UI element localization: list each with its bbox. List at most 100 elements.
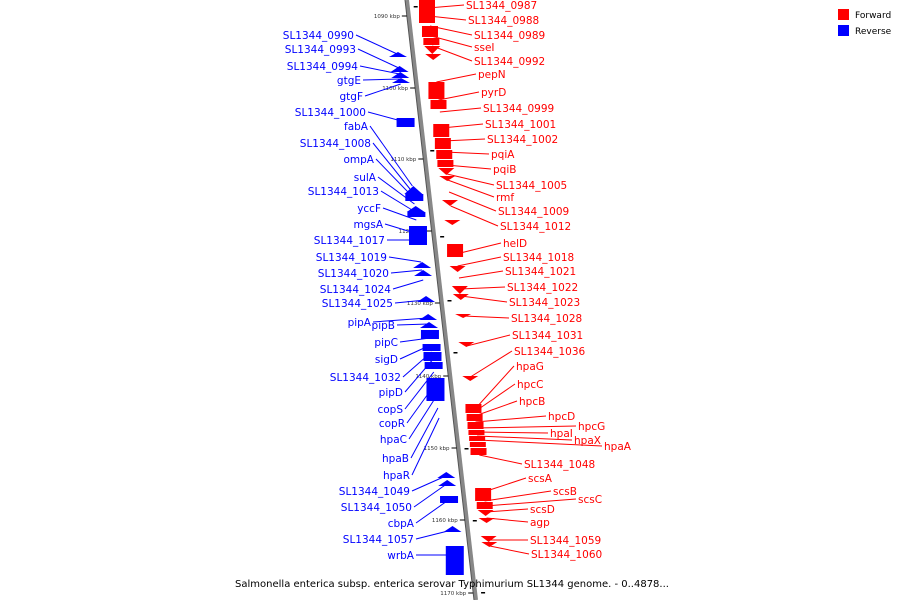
gene-label-pipb: pipB (372, 320, 395, 332)
reverse-leader (392, 279, 424, 290)
reverse-leader (415, 499, 449, 524)
forward-feature (449, 266, 466, 272)
genome-caption: Salmonella enterica subsp. enterica sero… (235, 579, 669, 590)
gene-label-pqia: pqiA (491, 149, 515, 161)
position-marker (413, 6, 418, 8)
forward-leader (463, 315, 510, 319)
gene-label-scsd: scsD (530, 504, 555, 516)
forward-leader (485, 508, 529, 513)
gene-label-hpar: hpaR (383, 470, 410, 482)
gene-label-sl1344-0989: SL1344_0989 (474, 30, 545, 42)
forward-leader (466, 334, 511, 347)
forward-leader (477, 435, 573, 441)
reverse-feature (390, 66, 409, 72)
gene-label-agp: agp (530, 517, 550, 529)
gene-label-sl1344-1002: SL1344_1002 (487, 134, 558, 146)
position-marker (447, 300, 452, 302)
forward-feature (466, 414, 483, 421)
reverse-feature (417, 296, 436, 302)
gene-label-hpcc: hpcC (517, 379, 543, 391)
forward-feature (421, 26, 438, 37)
kbp-label: 1130 kbp (407, 301, 433, 307)
legend-reverse-swatch (838, 25, 849, 36)
reverse-leader (413, 483, 447, 508)
gene-label-sl1344-1019: SL1344_1019 (316, 252, 387, 264)
gene-label-sl1344-0999: SL1344_0999 (483, 103, 554, 115)
reverse-leader (359, 65, 400, 75)
reverse-feature (391, 72, 410, 78)
position-marker (472, 520, 477, 522)
gene-label-sl1344-1018: SL1344_1018 (503, 252, 574, 264)
reverse-leader (357, 48, 400, 69)
forward-leader (446, 173, 495, 186)
gene-label-pepn: pepN (478, 69, 506, 81)
legend-forward-label: Forward (855, 11, 891, 21)
reverse-feature (407, 212, 426, 217)
kbp-label: 1160 kbp (432, 518, 458, 524)
position-marker (430, 150, 435, 152)
gene-label-sl1344-0994: SL1344_0994 (287, 61, 359, 73)
reverse-feature (419, 314, 438, 320)
gene-label-hpac: hpaC (380, 434, 407, 446)
gene-label-sl1344-1024: SL1344_1024 (320, 284, 392, 296)
forward-leader (489, 545, 530, 555)
gene-label-scsb: scsB (553, 486, 577, 498)
kbp-label: 1170 kbp (440, 591, 466, 597)
position-marker (440, 236, 445, 238)
forward-leader (432, 45, 473, 62)
gene-label-sl1344-1013: SL1344_1013 (308, 186, 379, 198)
gene-label-sl1344-1050: SL1344_1050 (341, 502, 412, 514)
forward-leader (470, 350, 513, 378)
reverse-feature (420, 322, 439, 328)
gene-label-mgsa: mgsA (353, 219, 383, 231)
gene-label-ssei: sseI (474, 42, 495, 54)
position-marker (464, 448, 469, 450)
position-marker (481, 592, 486, 594)
forward-feature (475, 488, 492, 501)
reverse-leader (410, 407, 439, 459)
forward-feature (462, 376, 479, 381)
forward-leader (458, 270, 504, 279)
gene-label-held: helD (503, 238, 527, 250)
gene-label-gtgf: gtgF (340, 91, 364, 103)
reverse-feature (404, 186, 423, 194)
reverse-feature (440, 496, 459, 503)
forward-leader (485, 498, 577, 507)
gene-label-sula: sulA (354, 172, 377, 184)
gene-label-sigd: sigD (375, 354, 398, 366)
gene-label-sl1344-0992: SL1344_0992 (474, 56, 545, 68)
gene-label-hpai: hpaI (550, 428, 573, 440)
gene-label-pyrd: pyrD (481, 87, 506, 99)
reverse-leader (411, 475, 446, 492)
gene-label-hpcd: hpcD (548, 411, 575, 423)
gene-label-sl1344-0993: SL1344_0993 (285, 44, 356, 56)
reverse-leader (369, 125, 413, 187)
forward-leader (439, 107, 482, 113)
gene-label-sl1344-1059: SL1344_1059 (530, 535, 601, 547)
gene-label-sl1344-1031: SL1344_1031 (512, 330, 583, 342)
forward-feature (467, 422, 484, 429)
reverse-leader (362, 78, 401, 81)
gene-label-sl1344-1060: SL1344_1060 (531, 549, 602, 561)
forward-feature (452, 294, 469, 300)
gene-label-ompa: ompA (343, 154, 374, 166)
forward-feature (455, 314, 472, 318)
gene-label-sl1344-1000: SL1344_1000 (295, 107, 366, 119)
forward-feature (424, 46, 441, 54)
forward-feature (469, 442, 486, 447)
gene-features (388, 0, 498, 594)
gene-label-hpax: hpaX (574, 435, 601, 447)
gene-label-sl1344-1001: SL1344_1001 (485, 119, 556, 131)
reverse-leader (411, 417, 440, 476)
gene-label-pipc: pipC (374, 337, 398, 349)
forward-feature (419, 0, 435, 23)
gene-label-copr: copR (379, 418, 405, 430)
forward-feature (469, 436, 486, 441)
gene-label-sl1344-1025: SL1344_1025 (322, 298, 393, 310)
forward-feature (425, 54, 442, 60)
gene-label-sl1344-1022: SL1344_1022 (507, 282, 578, 294)
gene-label-sl1344-1028: SL1344_1028 (511, 313, 582, 325)
